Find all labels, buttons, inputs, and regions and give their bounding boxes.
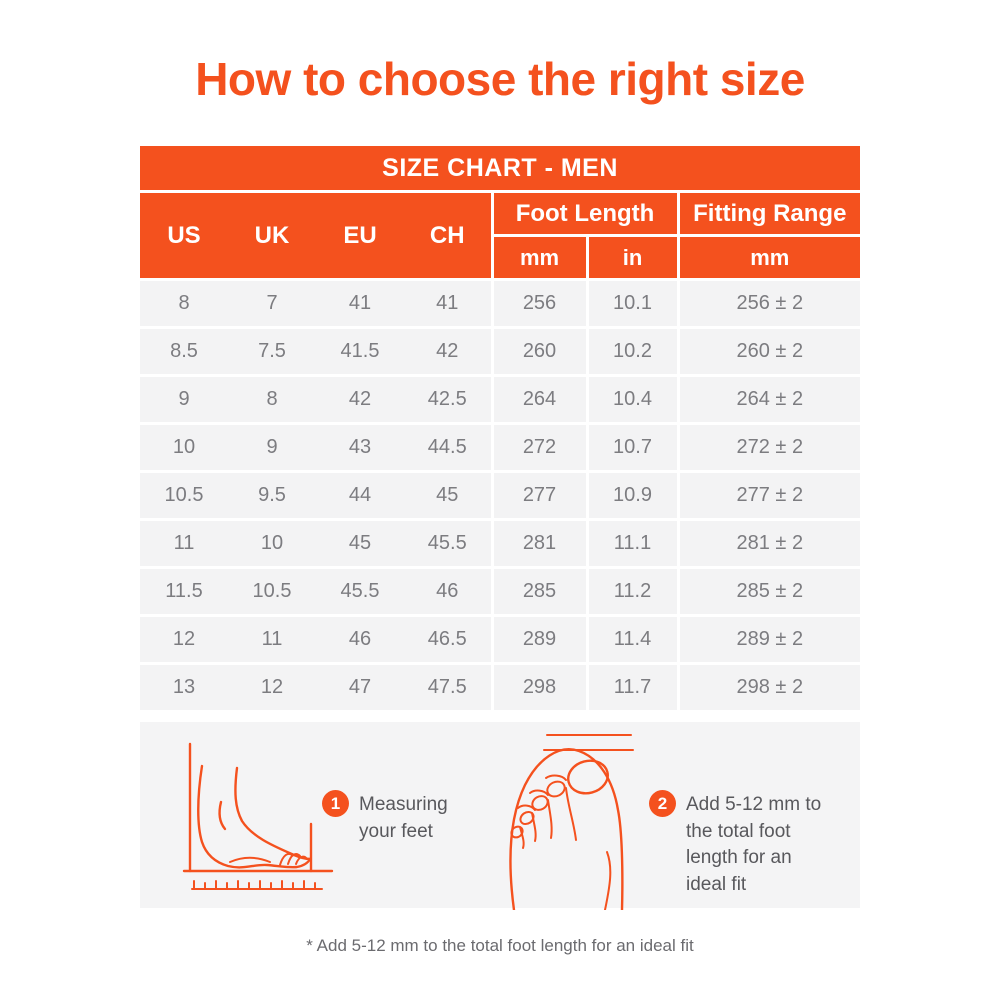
- cell-us: 8: [140, 278, 228, 328]
- table-row: 8.5 7.5 41.5 42 260 10.2 260 ± 2: [140, 326, 861, 376]
- foot-top-measure-icon: [509, 734, 634, 910]
- cell-foot-in: 10.7: [585, 422, 678, 472]
- cell-ch: 42: [404, 326, 492, 376]
- cell-fitting-range: 298 ± 2: [676, 662, 861, 713]
- cell-foot-mm: 272: [490, 422, 587, 472]
- cell-us: 11.5: [140, 566, 228, 616]
- table-row: 8 7 41 41 256 10.1 256 ± 2: [140, 278, 861, 328]
- cell-eu: 46: [316, 614, 404, 664]
- table-banner: SIZE CHART - MEN: [140, 146, 861, 193]
- cell-foot-in: 10.2: [585, 326, 678, 376]
- step-2-badge: 2: [649, 790, 676, 817]
- cell-foot-in: 11.4: [585, 614, 678, 664]
- cell-foot-in: 10.1: [585, 278, 678, 328]
- cell-foot-in: 11.2: [585, 566, 678, 616]
- step-2-text: Add 5-12 mm to the total foot length for…: [686, 794, 822, 895]
- cell-foot-mm: 285: [490, 566, 587, 616]
- step-1-number: 1: [330, 793, 341, 813]
- table-row: 12 11 46 46.5 289 11.4 289 ± 2: [140, 614, 861, 664]
- cell-ch: 45: [404, 470, 492, 520]
- footnote: * Add 5-12 mm to the total foot length f…: [306, 936, 694, 955]
- cell-uk: 12: [228, 662, 316, 713]
- cell-ch: 41: [404, 278, 492, 328]
- cell-ch: 42.5: [404, 374, 492, 424]
- cell-eu: 44: [316, 470, 404, 520]
- col-header-us: US: [140, 191, 228, 280]
- cell-fitting-range: 281 ± 2: [676, 518, 861, 568]
- measuring-instructions-band: 1 Measuring your feet 2 Add 5-12 mm to t…: [140, 722, 860, 910]
- cell-eu: 45.5: [316, 566, 404, 616]
- table-row: 9 8 42 42.5 264 10.4 264 ± 2: [140, 374, 861, 424]
- cell-uk: 9: [228, 422, 316, 472]
- cell-us: 8.5: [140, 326, 228, 376]
- sub-header-foot-mm: mm: [490, 235, 587, 280]
- cell-ch: 46: [404, 566, 492, 616]
- cell-eu: 43: [316, 422, 404, 472]
- cell-eu: 41.5: [316, 326, 404, 376]
- cell-eu: 47: [316, 662, 404, 713]
- cell-ch: 46.5: [404, 614, 492, 664]
- cell-fitting-range: 272 ± 2: [676, 422, 861, 472]
- step-1-text: Measuring your feet: [359, 794, 448, 842]
- cell-foot-mm: 260: [490, 326, 587, 376]
- table-row: 10 9 43 44.5 272 10.7 272 ± 2: [140, 422, 861, 472]
- cell-ch: 45.5: [404, 518, 492, 568]
- step-1-badge: 1: [322, 790, 349, 817]
- page-title: How to choose the right size: [195, 53, 805, 105]
- cell-foot-mm: 298: [490, 662, 587, 713]
- cell-uk: 7.5: [228, 326, 316, 376]
- col-header-uk: UK: [228, 191, 316, 280]
- cell-us: 11: [140, 518, 228, 568]
- cell-uk: 11: [228, 614, 316, 664]
- cell-uk: 9.5: [228, 470, 316, 520]
- cell-fitting-range: 264 ± 2: [676, 374, 861, 424]
- cell-foot-mm: 264: [490, 374, 587, 424]
- cell-eu: 42: [316, 374, 404, 424]
- cell-foot-mm: 281: [490, 518, 587, 568]
- cell-us: 10: [140, 422, 228, 472]
- cell-us: 13: [140, 662, 228, 713]
- cell-uk: 10.5: [228, 566, 316, 616]
- cell-ch: 47.5: [404, 662, 492, 713]
- cell-foot-in: 10.9: [585, 470, 678, 520]
- cell-us: 9: [140, 374, 228, 424]
- cell-foot-in: 11.7: [585, 662, 678, 713]
- cell-foot-mm: 256: [490, 278, 587, 328]
- col-header-ch: CH: [404, 191, 492, 280]
- cell-foot-mm: 289: [490, 614, 587, 664]
- cell-eu: 45: [316, 518, 404, 568]
- cell-us: 10.5: [140, 470, 228, 520]
- size-chart-table: SIZE CHART - MEN US UK EU CH Foot Length…: [140, 146, 861, 713]
- table-row: 11 10 45 45.5 281 11.1 281 ± 2: [140, 518, 861, 568]
- table-row: 10.5 9.5 44 45 277 10.9 277 ± 2: [140, 470, 861, 520]
- cell-fitting-range: 277 ± 2: [676, 470, 861, 520]
- cell-fitting-range: 256 ± 2: [676, 278, 861, 328]
- cell-foot-in: 10.4: [585, 374, 678, 424]
- cell-fitting-range: 289 ± 2: [676, 614, 861, 664]
- cell-foot-in: 11.1: [585, 518, 678, 568]
- header-row: US UK EU CH Foot Length Fitting Range: [140, 191, 861, 280]
- foot-side-measure-icon: [182, 742, 334, 890]
- sub-header-foot-in: in: [585, 235, 678, 280]
- table-banner-row: SIZE CHART - MEN: [140, 146, 861, 193]
- cell-uk: 7: [228, 278, 316, 328]
- cell-fitting-range: 285 ± 2: [676, 566, 861, 616]
- cell-uk: 10: [228, 518, 316, 568]
- col-header-eu: EU: [316, 191, 404, 280]
- sub-header-fitting-mm: mm: [676, 235, 861, 280]
- cell-ch: 44.5: [404, 422, 492, 472]
- step-2-number: 2: [657, 793, 668, 813]
- sub-header-row: mm in mm: [140, 235, 861, 280]
- cell-fitting-range: 260 ± 2: [676, 326, 861, 376]
- table-row: 11.5 10.5 45.5 46 285 11.2 285 ± 2: [140, 566, 861, 616]
- cell-foot-mm: 277: [490, 470, 587, 520]
- cell-uk: 8: [228, 374, 316, 424]
- table-row: 13 12 47 47.5 298 11.7 298 ± 2: [140, 662, 861, 713]
- col-header-foot-length: Foot Length: [490, 191, 678, 237]
- cell-eu: 41: [316, 278, 404, 328]
- cell-us: 12: [140, 614, 228, 664]
- col-header-fitting-range: Fitting Range: [676, 191, 861, 237]
